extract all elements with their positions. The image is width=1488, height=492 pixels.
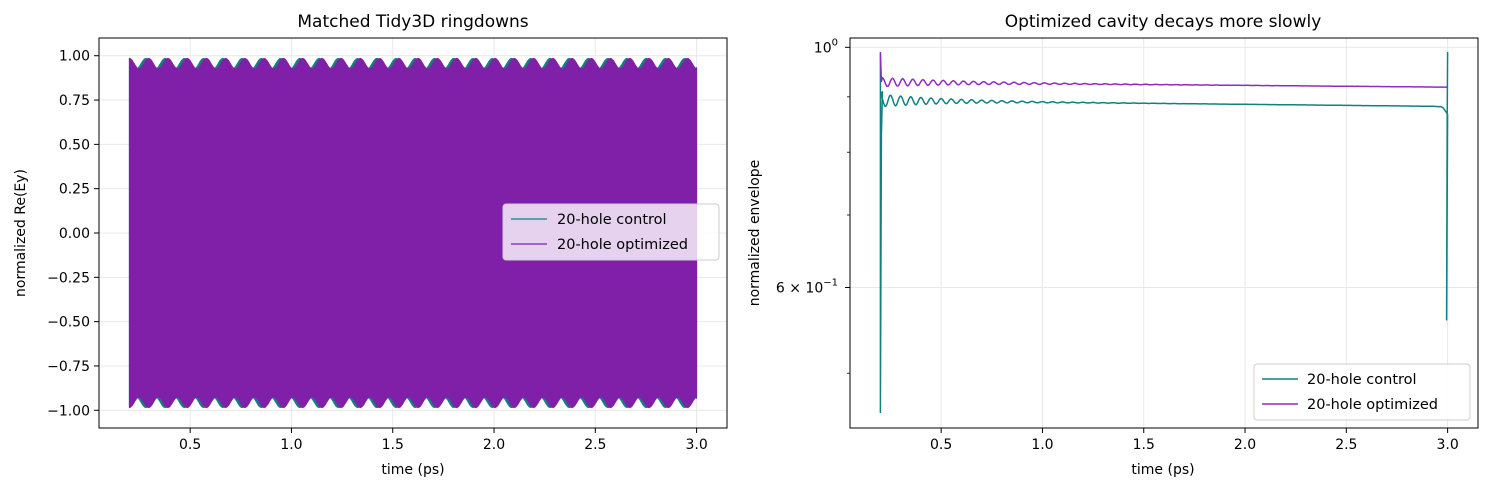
left-legend-label-optimized: 20-hole optimized [557, 237, 688, 253]
left-x-tick-label: 2.5 [584, 437, 606, 453]
right-ticks: 0.5 1.0 1.5 2.0 2.5 3.0 100 6 × 10−1 [776, 37, 1459, 453]
left-chart-title: Matched Tidy3D ringdowns [297, 12, 528, 32]
left-y-tick-label: 0.50 [59, 137, 90, 153]
left-data [128, 57, 698, 409]
left-x-axis-label: time (ps) [381, 462, 444, 478]
left-x-tick-label: 3.0 [685, 437, 707, 453]
left-y-tick-label: −0.75 [47, 359, 90, 375]
right-legend: 20-hole control 20-hole optimized [1253, 363, 1471, 421]
right-x-tick-label: 1.5 [1133, 437, 1155, 453]
right-series-control [879, 51, 1449, 414]
right-y-tick-label: 100 [814, 37, 838, 56]
left-y-tick-label: 0.75 [59, 93, 90, 109]
left-chart: 0.5 1.0 1.5 2.0 2.5 3.0 1.00 0.75 0.50 0.25 0.00 −0… [13, 12, 728, 478]
right-legend-label-control: 20-hole control [1307, 372, 1417, 388]
right-series-optimized [879, 51, 1448, 88]
right-x-tick-label: 3.0 [1436, 437, 1458, 453]
left-x-tick-label: 2.0 [483, 437, 505, 453]
right-x-tick-label: 2.0 [1234, 437, 1256, 453]
right-y-tick-label: 6 × 10−1 [776, 277, 838, 296]
right-chart: 0.5 1.0 1.5 2.0 2.5 3.0 100 6 × 10−1 Optimized … [747, 12, 1479, 478]
left-x-tick-label: 1.0 [280, 437, 302, 453]
right-y-axis-label: normalized envelope [747, 160, 763, 307]
left-x-tick-label: 0.5 [179, 437, 201, 453]
right-data [879, 51, 1449, 414]
left-legend-box [502, 203, 720, 261]
left-y-tick-label: 0.00 [59, 226, 90, 242]
left-y-tick-label: 0.25 [59, 182, 90, 198]
right-legend-box [1253, 363, 1471, 421]
left-y-tick-label: −0.25 [47, 270, 90, 286]
right-chart-title: Optimized cavity decays more slowly [1005, 12, 1322, 32]
right-legend-label-optimized: 20-hole optimized [1307, 397, 1438, 413]
left-y-tick-label: −1.00 [47, 403, 90, 419]
left-y-axis-label: normalized Re(Ey) [13, 169, 29, 297]
right-x-tick-label: 2.5 [1335, 437, 1357, 453]
left-legend-label-control: 20-hole control [557, 212, 667, 228]
left-x-tick-label: 1.5 [382, 437, 404, 453]
left-ticks: 0.5 1.0 1.5 2.0 2.5 3.0 1.00 0.75 0.50 0.25 0.00 −0… [47, 49, 708, 453]
left-y-tick-label: −0.50 [47, 315, 90, 331]
left-legend: 20-hole control 20-hole optimized [502, 203, 720, 261]
right-x-axis-label: time (ps) [1131, 462, 1194, 478]
left-series-optimized [128, 57, 698, 409]
left-y-tick-label: 1.00 [59, 49, 90, 65]
right-x-tick-label: 0.5 [930, 437, 952, 453]
right-x-tick-label: 1.0 [1031, 437, 1053, 453]
right-axes-frame [849, 37, 1479, 429]
